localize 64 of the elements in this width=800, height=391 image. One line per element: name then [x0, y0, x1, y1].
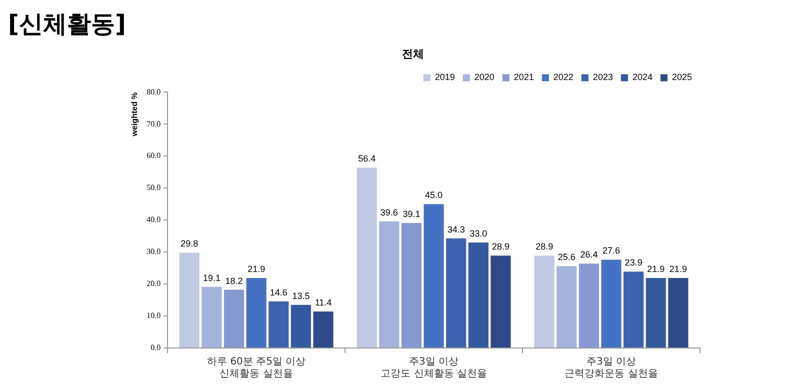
legend-label: 2022: [553, 72, 574, 82]
x-tick-label: 하루 60분 주5일 이상 신체활동 실천율: [207, 356, 306, 380]
bar: [468, 242, 488, 348]
bar: [578, 264, 599, 348]
bar: [224, 290, 244, 348]
legend-label: 2020: [474, 72, 494, 82]
y-tick-label: 80.0: [146, 87, 161, 96]
y-tick-label: 50.0: [146, 183, 161, 192]
bar: [268, 301, 289, 348]
legend-label: 2023: [592, 72, 613, 82]
bar: [556, 266, 577, 348]
bar: [601, 260, 622, 348]
bar: [668, 278, 688, 348]
data-label: 29.8: [180, 238, 198, 249]
data-label: 34.3: [447, 224, 465, 234]
chart-title: [신체활동]: [8, 9, 126, 40]
bar: [202, 286, 222, 348]
bar: [490, 256, 511, 348]
bar: [624, 272, 644, 348]
bar: [179, 252, 200, 348]
data-label: 27.6: [602, 246, 620, 256]
data-label: 19.1: [202, 272, 220, 283]
data-label: 21.9: [647, 264, 665, 274]
y-tick-label: 60.0: [146, 151, 161, 160]
data-label: 26.4: [580, 250, 598, 260]
y-axis-title: weighted %: [130, 92, 140, 138]
data-label: 33.0: [470, 228, 488, 238]
y-tick-label: 20.0: [146, 279, 161, 288]
data-label: 28.9: [492, 242, 510, 252]
legend-label: 2025: [672, 72, 692, 82]
bar: [290, 304, 311, 348]
bar: [646, 278, 666, 348]
bar: [446, 238, 466, 348]
y-tick-label: 10.0: [146, 311, 161, 320]
x-tick-label: 주3일 이상 고강도 신체활동 실천율: [380, 356, 487, 380]
data-label: 18.2: [225, 276, 243, 286]
bar: [313, 312, 334, 348]
data-label: 14.6: [270, 287, 288, 298]
bar: [246, 278, 266, 348]
bar: [379, 221, 400, 348]
legend-label: 2024: [632, 72, 652, 82]
legend-label: 2019: [434, 72, 455, 82]
bar: [356, 168, 377, 348]
data-label: 39.1: [402, 208, 420, 219]
data-label: 23.9: [624, 258, 642, 268]
legend-label: 2021: [514, 72, 534, 82]
data-label: 21.9: [669, 264, 687, 274]
x-tick-label: 주3일 이상 근력강화운동 실천율: [564, 356, 658, 380]
chart-subtitle: 전체: [402, 47, 424, 60]
bar: [424, 204, 444, 348]
data-label: 45.0: [425, 190, 443, 200]
y-tick-label: 30.0: [146, 247, 161, 256]
y-tick-label: 70.0: [146, 119, 161, 128]
data-label: 21.9: [248, 264, 266, 274]
bar: [534, 256, 554, 348]
bar: [401, 222, 422, 348]
y-tick-label: 0.0: [150, 343, 161, 352]
data-label: 39.6: [380, 207, 398, 218]
data-label: 56.4: [358, 154, 376, 164]
data-label: 13.5: [292, 290, 310, 301]
data-label: 25.6: [558, 252, 576, 262]
y-tick-label: 40.0: [146, 215, 161, 224]
data-label: 28.9: [536, 242, 554, 252]
data-label: 11.4: [314, 298, 332, 308]
